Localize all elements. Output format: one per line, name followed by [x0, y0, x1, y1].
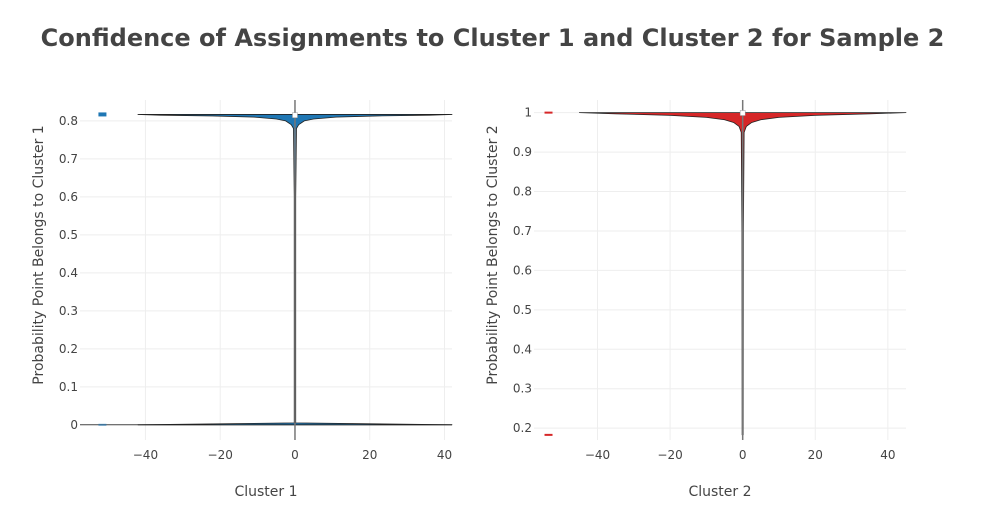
x-tick-label: 20: [808, 448, 823, 462]
y-tick-label: 0.5: [513, 303, 532, 317]
min-point-marker-cluster-1[interactable]: [98, 423, 107, 426]
max-point-marker-cluster-2[interactable]: [544, 111, 553, 114]
x-tick-label: −40: [133, 448, 158, 462]
panel-cluster-1: −40 −20 0 20 40 0 0.1 0.2 0.3 0.4 0.5 0.6 0.7 0.8 Clus…: [31, 100, 453, 500]
panel-cluster-2: −40 −20 0 20 40 0.2 0.3 0.4 0.5 0.6 0.7 0.8 0.9 1 Clus…: [485, 100, 907, 500]
y-tick-label: 0.4: [59, 266, 78, 280]
min-point-marker-cluster-2[interactable]: [544, 433, 553, 436]
y-tick-label: 0.3: [513, 382, 532, 396]
x-tick-label: −20: [657, 448, 682, 462]
y-tick-label: 0.1: [59, 380, 78, 394]
y-tick-label: 0.4: [513, 342, 532, 356]
max-point-marker-cluster-1[interactable]: [98, 112, 107, 117]
y-tick-label: 0.9: [513, 145, 532, 159]
x-tick-label: 0: [739, 448, 747, 462]
y-tick-label: 0: [70, 418, 78, 432]
y-tick-label: 0.5: [59, 228, 78, 242]
y-axis-title: Probability Point Belongs to Cluster 2: [485, 125, 501, 384]
x-tick-label: 20: [362, 448, 377, 462]
y-tick-label: 0.3: [59, 304, 78, 318]
y-tick-label: 0.7: [513, 224, 532, 238]
x-tick-label: 40: [437, 448, 452, 462]
median-marker-cluster-2[interactable]: [739, 110, 746, 116]
x-axis-title: Cluster 1: [234, 484, 297, 500]
x-tick-label: 0: [291, 448, 299, 462]
y-tick-label: 0.2: [513, 421, 532, 435]
x-tick-label: −40: [585, 448, 610, 462]
y-tick-label: 0.2: [59, 342, 78, 356]
y-tick-label: 0.6: [513, 263, 532, 277]
x-tick-label: −20: [208, 448, 233, 462]
x-axis-title: Cluster 2: [688, 484, 751, 500]
chart-title: Confidence of Assignments to Cluster 1 a…: [40, 24, 945, 52]
x-tick-label: 40: [880, 448, 895, 462]
y-tick-label: 1: [524, 106, 532, 120]
y-tick-label: 0.7: [59, 152, 78, 166]
median-marker-cluster-1[interactable]: [292, 112, 298, 118]
y-tick-label: 0.6: [59, 190, 78, 204]
y-tick-label: 0.8: [513, 185, 532, 199]
y-tick-label: 0.8: [59, 114, 78, 128]
y-axis-title: Probability Point Belongs to Cluster 1: [31, 125, 47, 384]
